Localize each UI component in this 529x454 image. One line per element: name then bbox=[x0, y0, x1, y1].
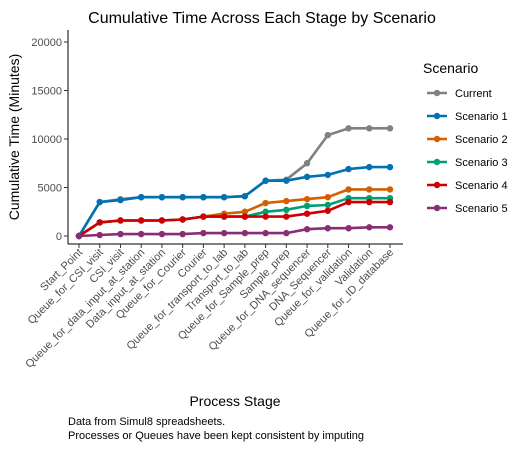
legend-label-scenario-1: Scenario 1 bbox=[455, 111, 508, 123]
legend-label-scenario-2: Scenario 2 bbox=[455, 134, 508, 146]
data-point-scenario-3-10 bbox=[283, 206, 290, 214]
data-point-scenario-5-6 bbox=[200, 229, 207, 237]
data-point-scenario-4-8 bbox=[241, 213, 249, 220]
data-point-scenario-1-11 bbox=[303, 173, 311, 181]
data-point-scenario-1-5 bbox=[179, 194, 186, 201]
caption-line-2: Processes or Queues have been kept consi… bbox=[68, 430, 364, 442]
data-point-scenario-4-4 bbox=[158, 217, 166, 224]
data-point-scenario-1-12 bbox=[324, 171, 331, 179]
y-axis-label: Cumulative Time (Minutes) bbox=[6, 54, 22, 221]
data-point-scenario-2-9 bbox=[262, 199, 269, 207]
data-point-scenario-5-15 bbox=[386, 224, 394, 231]
data-point-current-11 bbox=[303, 160, 311, 167]
legend-key-point-scenario-2 bbox=[433, 135, 441, 143]
data-point-scenario-4-11 bbox=[303, 210, 311, 217]
data-point-scenario-4-1 bbox=[96, 219, 103, 226]
data-point-scenario-1-3 bbox=[138, 194, 145, 201]
data-point-scenario-4-14 bbox=[366, 198, 373, 206]
data-point-scenario-1-10 bbox=[283, 177, 290, 184]
data-point-scenario-3-11 bbox=[303, 202, 311, 210]
data-point-current-13 bbox=[345, 125, 352, 132]
data-point-scenario-5-0 bbox=[75, 232, 83, 240]
data-point-scenario-2-12 bbox=[324, 194, 331, 201]
legend-key-point-scenario-3 bbox=[433, 158, 441, 166]
data-point-scenario-1-7 bbox=[220, 194, 228, 201]
data-point-scenario-5-11 bbox=[303, 226, 311, 233]
data-point-scenario-4-12 bbox=[324, 207, 331, 214]
data-point-scenario-5-12 bbox=[324, 225, 331, 232]
x-axis-label: Process Stage bbox=[189, 393, 280, 409]
data-point-scenario-1-14 bbox=[366, 163, 373, 171]
data-point-scenario-5-7 bbox=[220, 229, 228, 237]
data-point-scenario-1-9 bbox=[262, 177, 269, 184]
data-point-scenario-3-9 bbox=[262, 208, 269, 215]
data-point-scenario-5-1 bbox=[96, 231, 103, 239]
caption-line-1: Data from Simul8 spreadsheets. bbox=[68, 416, 226, 428]
legend-key-point-scenario-4 bbox=[433, 181, 441, 189]
data-point-scenario-5-8 bbox=[241, 229, 249, 237]
legend-key-point-current bbox=[433, 89, 441, 97]
y-tick-label: 20000 bbox=[31, 37, 62, 49]
series-line-scenario-1 bbox=[77, 165, 390, 237]
data-point-scenario-1-13 bbox=[345, 165, 352, 173]
y-tick-label: 5000 bbox=[38, 183, 62, 195]
legend-title: Scenario bbox=[423, 60, 478, 76]
data-point-scenario-5-3 bbox=[138, 230, 145, 238]
data-point-scenario-2-13 bbox=[345, 186, 352, 193]
data-point-scenario-5-13 bbox=[345, 225, 352, 232]
data-point-scenario-4-7 bbox=[220, 213, 228, 220]
data-point-scenario-1-6 bbox=[200, 194, 207, 201]
series-line-scenario-5 bbox=[78, 226, 390, 238]
legend-key-point-scenario-5 bbox=[433, 204, 441, 212]
data-point-scenario-5-9 bbox=[262, 229, 269, 237]
data-point-scenario-2-14 bbox=[366, 186, 373, 193]
data-point-scenario-4-10 bbox=[283, 213, 290, 220]
data-point-scenario-1-4 bbox=[158, 194, 166, 201]
data-point-scenario-2-15 bbox=[386, 186, 394, 193]
data-point-scenario-5-10 bbox=[283, 229, 290, 237]
data-point-scenario-1-8 bbox=[241, 193, 249, 200]
data-point-scenario-1-2 bbox=[117, 196, 124, 204]
data-point-scenario-4-6 bbox=[200, 213, 207, 220]
legend-label-scenario-5: Scenario 5 bbox=[455, 203, 508, 215]
y-tick-label: 0 bbox=[56, 231, 62, 243]
data-point-scenario-2-10 bbox=[283, 197, 290, 205]
data-point-scenario-5-2 bbox=[117, 230, 124, 238]
legend-label-current: Current bbox=[455, 88, 492, 100]
chart-title: Cumulative Time Across Each Stage by Sce… bbox=[88, 10, 436, 27]
data-point-scenario-5-4 bbox=[158, 230, 166, 238]
data-point-scenario-2-11 bbox=[303, 195, 311, 203]
legend-label-scenario-4: Scenario 4 bbox=[455, 180, 508, 192]
data-point-scenario-1-1 bbox=[96, 198, 103, 206]
data-point-scenario-4-9 bbox=[262, 213, 269, 220]
data-point-current-15 bbox=[386, 125, 394, 132]
data-point-current-12 bbox=[324, 131, 331, 139]
legend-key-point-scenario-1 bbox=[433, 112, 441, 120]
data-point-scenario-5-14 bbox=[366, 224, 373, 231]
data-point-scenario-4-2 bbox=[117, 217, 124, 224]
data-point-scenario-3-12 bbox=[324, 201, 331, 209]
legend-label-scenario-3: Scenario 3 bbox=[455, 157, 508, 169]
y-tick-label: 15000 bbox=[31, 86, 62, 98]
data-point-scenario-4-15 bbox=[386, 198, 394, 206]
data-point-scenario-4-13 bbox=[345, 198, 352, 206]
data-point-scenario-1-15 bbox=[386, 163, 394, 171]
series-line-scenario-4 bbox=[78, 200, 390, 238]
y-tick-label: 10000 bbox=[31, 134, 62, 146]
data-point-scenario-4-5 bbox=[179, 216, 186, 223]
data-point-scenario-2-8 bbox=[241, 208, 249, 215]
data-point-current-14 bbox=[366, 125, 373, 132]
data-point-scenario-5-5 bbox=[179, 230, 186, 238]
data-point-scenario-4-3 bbox=[138, 217, 145, 224]
